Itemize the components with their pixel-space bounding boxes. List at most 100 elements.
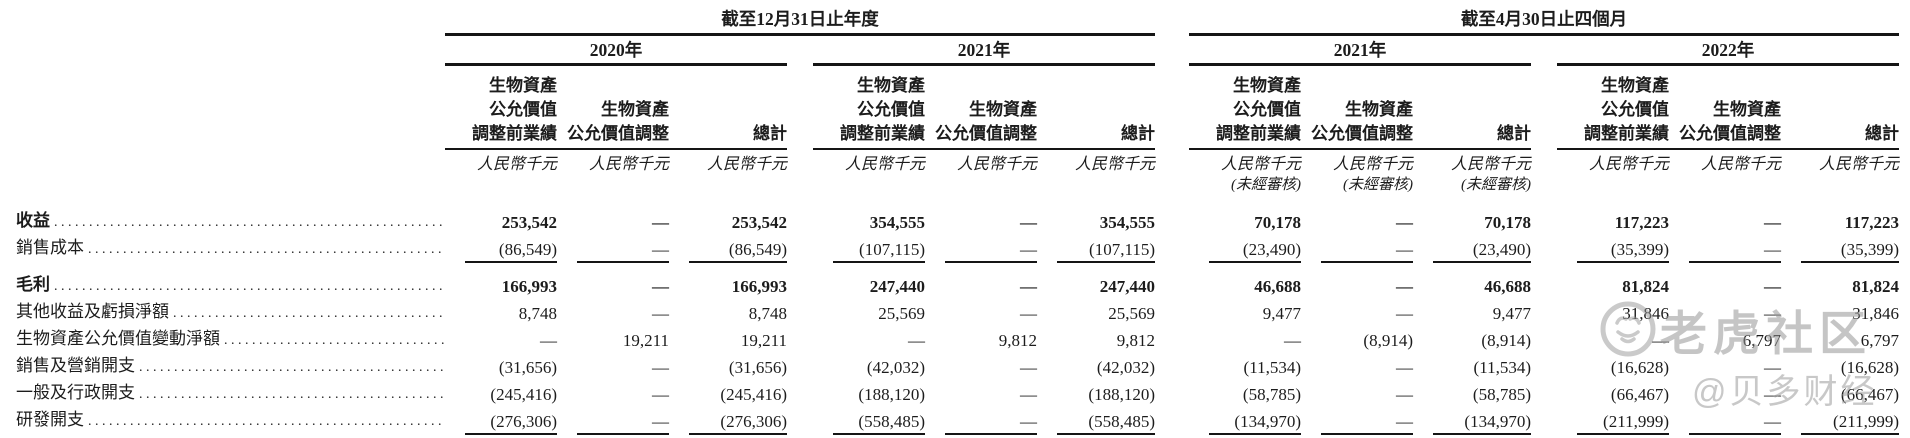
value-cell: — (557, 273, 669, 300)
value: 46,688 (1484, 277, 1531, 296)
value: (8,914) (1481, 331, 1531, 350)
value: — (1020, 385, 1037, 404)
value-cell: 9,477 (1189, 300, 1301, 327)
value-cell: (16,628) (1781, 354, 1899, 381)
currency-cell: 人民幣千元 (669, 155, 787, 175)
column-header: 生物資產 公允價值調整 (1669, 98, 1781, 150)
value-cell: (276,306) (445, 408, 557, 435)
value-cell: (276,306) (669, 408, 787, 435)
value: (211,999) (1577, 408, 1669, 435)
value: — (652, 277, 669, 296)
value: — (1020, 358, 1037, 377)
value: 81,824 (1852, 277, 1899, 296)
value-cell: 46,688 (1189, 273, 1301, 300)
currency-label: 人民幣千元 (844, 156, 925, 173)
column-header-row: 生物資產 公允價值 調整前業績 生物資產 公允價值調整 總計 生物資產 公允價值 調整… (0, 74, 1899, 150)
value: — (1020, 213, 1037, 232)
row-label-cell: 毛利 (0, 271, 445, 300)
column-header: 生物資產 公允價值調整 (925, 98, 1037, 150)
value-cell: — (1669, 300, 1781, 327)
value: (23,490) (1209, 236, 1301, 263)
row-label: 生物資產公允價值變動淨額 (16, 329, 220, 348)
value-cell: 166,993 (445, 273, 557, 300)
value: (558,485) (1057, 408, 1155, 435)
value-cell: 354,555 (813, 209, 925, 236)
value: 253,542 (501, 213, 557, 232)
value: — (1689, 408, 1781, 435)
column-header: 總計 (669, 122, 787, 150)
value: (276,306) (689, 408, 787, 435)
currency-label: 人民幣千元 (588, 156, 669, 173)
table-row: 研發開支 (276,306) — (276,306) (558,485) — (558,48… (0, 408, 1899, 435)
column-header: 生物資產 公允價值調整 (1301, 98, 1413, 150)
value-cell: (11,534) (1413, 354, 1531, 381)
value: — (1020, 304, 1037, 323)
value: — (1396, 213, 1413, 232)
value-cell: — (1301, 273, 1413, 300)
value-cell: — (925, 354, 1037, 381)
table-row: 收益 253,542 — 253,542 354,555 — 354,555 70,178 — 7… (0, 209, 1899, 236)
value: 19,211 (740, 331, 787, 350)
value: — (1396, 358, 1413, 377)
value: 166,993 (731, 277, 787, 296)
currency-cell: 人民幣千元 (1781, 155, 1899, 175)
value-cell: — (1301, 209, 1413, 236)
value-cell: (134,970) (1413, 408, 1531, 435)
row-label: 銷售及營銷開支 (16, 356, 135, 375)
leader-dots (139, 354, 445, 381)
value: (276,306) (465, 408, 557, 435)
value: (188,120) (1088, 385, 1155, 404)
value-cell: — (1669, 381, 1781, 408)
currency-cell: 人民幣千元 (未經審核) (1189, 155, 1301, 195)
value-cell: 6,797 (1781, 327, 1899, 354)
value: (107,115) (833, 236, 925, 263)
row-label-cell: 銷售成本 (0, 234, 445, 263)
value: 31,846 (1852, 304, 1899, 323)
currency-cell: 人民幣千元 (813, 155, 925, 175)
value: (35,399) (1577, 236, 1669, 263)
section-header-year-ended-dec31: 截至12月31日止年度 (445, 8, 1155, 36)
currency-cell: 人民幣千元 (未經審核) (1413, 155, 1531, 195)
value: 19,211 (622, 331, 669, 350)
currency-cell: 人民幣千元 (445, 155, 557, 175)
row-label: 毛利 (16, 275, 50, 294)
value-cell: (86,549) (445, 236, 557, 263)
value: (35,399) (1801, 236, 1899, 263)
value-cell: 6,797 (1669, 327, 1781, 354)
value: — (540, 331, 557, 350)
currency-label: 人民幣千元 (1220, 156, 1301, 173)
value-cell: 166,993 (669, 273, 787, 300)
value: 8,748 (748, 304, 787, 323)
table-row: 生物資產公允價值變動淨額 — 19,211 19,211 — 9,812 9,812 — (8,… (0, 327, 1899, 354)
table-row: 銷售及營銷開支 (31,656) — (31,656) (42,032) — (42,032… (0, 354, 1899, 381)
unaudited-label: (未經審核) (1343, 177, 1413, 193)
currency-cell: 人民幣千元 (未經審核) (1301, 155, 1413, 195)
value: — (652, 213, 669, 232)
value-cell: 253,542 (669, 209, 787, 236)
value-cell: (245,416) (445, 381, 557, 408)
value: (134,970) (1433, 408, 1531, 435)
value: (42,032) (866, 358, 925, 377)
value-cell: 9,812 (925, 327, 1037, 354)
value-cell: (107,115) (1037, 236, 1155, 263)
value: (31,656) (498, 358, 557, 377)
column-header: 生物資產 公允價值 調整前業績 (813, 74, 925, 150)
currency-cell: 人民幣千元 (1557, 155, 1669, 175)
value: (58,785) (1242, 385, 1301, 404)
value: (134,970) (1209, 408, 1301, 435)
value: (11,534) (1243, 358, 1301, 377)
leader-dots (139, 381, 445, 408)
leader-dots (224, 327, 445, 354)
value: (11,534) (1473, 358, 1531, 377)
value-cell: 9,812 (1037, 327, 1155, 354)
value-cell: (42,032) (813, 354, 925, 381)
row-label-cell: 研發開支 (0, 406, 445, 435)
value-cell: (558,485) (813, 408, 925, 435)
value-cell: (8,914) (1413, 327, 1531, 354)
column-header: 生物資產 公允價值 調整前業績 (445, 74, 557, 150)
value: — (652, 385, 669, 404)
row-label-cell: 生物資產公允價值變動淨額 (0, 325, 445, 354)
value-cell: 25,569 (813, 300, 925, 327)
value: (66,467) (1610, 385, 1669, 404)
value-cell: — (925, 381, 1037, 408)
